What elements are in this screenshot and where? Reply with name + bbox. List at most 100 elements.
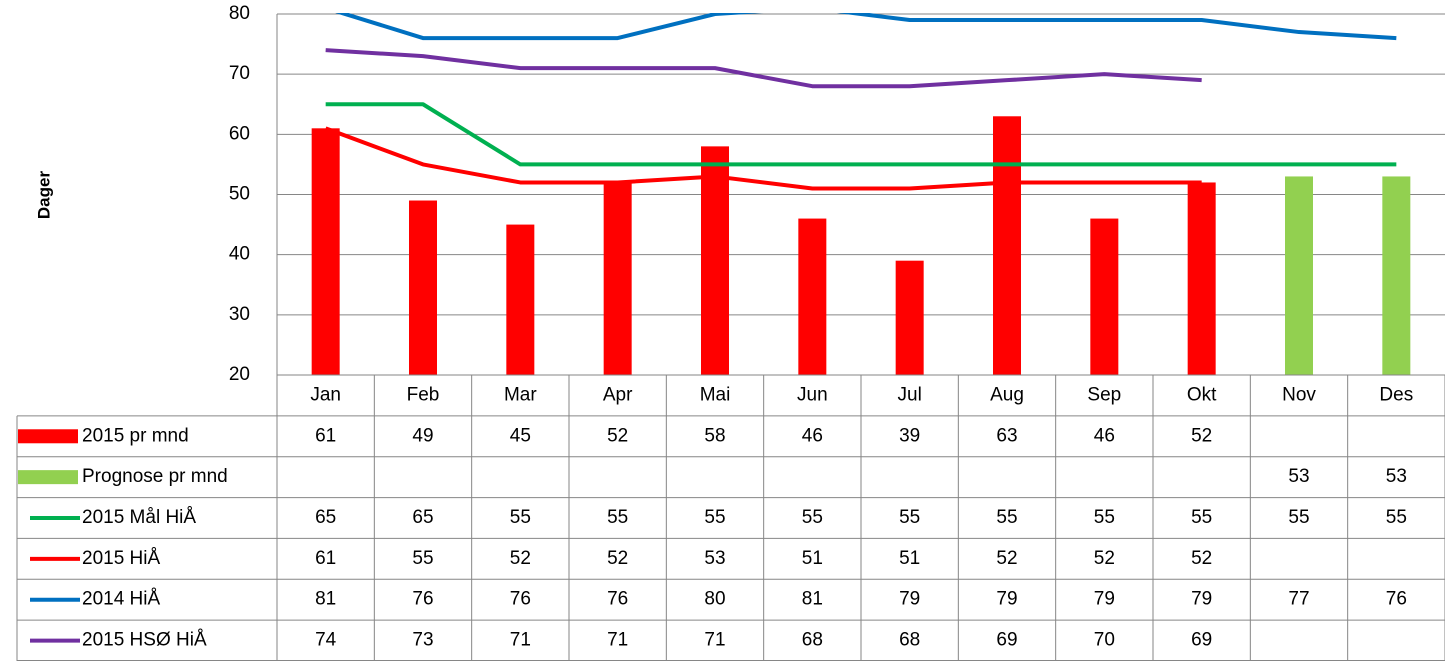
- table-value: 53: [704, 548, 725, 569]
- table-value: 55: [996, 507, 1017, 528]
- bar: [506, 224, 535, 375]
- table-value: 52: [1191, 548, 1212, 569]
- bar: [603, 182, 632, 375]
- table-value: 55: [802, 507, 823, 528]
- x-tick-label: Sep: [1087, 384, 1121, 405]
- table-value: 79: [996, 589, 1017, 610]
- legend-label: 2014 HiÅ: [82, 589, 160, 610]
- x-tick-label: Aug: [990, 384, 1024, 405]
- x-tick-label: Okt: [1187, 384, 1217, 405]
- table-value: 79: [1094, 589, 1115, 610]
- bar: [798, 218, 827, 375]
- legend-label: 2015 HiÅ: [82, 548, 160, 569]
- table-value: 53: [1288, 466, 1309, 487]
- table-value: 55: [412, 548, 433, 569]
- legend-label: 2015 Mål HiÅ: [82, 507, 196, 528]
- table-value: 76: [510, 589, 531, 610]
- bar: [1187, 182, 1216, 375]
- bar: [993, 116, 1021, 376]
- table-value: 53: [1386, 466, 1407, 487]
- table-value: 61: [315, 425, 336, 446]
- table-value: 51: [899, 548, 920, 569]
- table-value: 68: [802, 630, 823, 651]
- table-value: 76: [412, 589, 433, 610]
- table-value: 52: [510, 548, 531, 569]
- table-value: 52: [1191, 425, 1212, 446]
- table-value: 79: [899, 589, 920, 610]
- line: [324, 126, 1202, 191]
- x-tick-label: Mai: [700, 384, 731, 405]
- table-value: 80: [704, 589, 725, 610]
- table-value: 70: [1094, 630, 1115, 651]
- table-value: 77: [1288, 589, 1309, 610]
- table-value: 52: [607, 548, 628, 569]
- table-value: 39: [899, 425, 920, 446]
- table-value: 61: [315, 548, 336, 569]
- table-value: 49: [412, 425, 433, 446]
- table-value: 58: [704, 425, 725, 446]
- table-value: 46: [802, 425, 823, 446]
- y-tick-label: 80: [229, 3, 250, 24]
- table-value: 71: [607, 630, 628, 651]
- legend-key: [18, 470, 78, 485]
- table-value: 55: [1288, 507, 1309, 528]
- x-tick-label: Des: [1379, 384, 1413, 405]
- table-value: 55: [899, 507, 920, 528]
- y-tick-label: 30: [229, 304, 250, 325]
- table-value: 52: [607, 425, 628, 446]
- table-value: 55: [607, 507, 628, 528]
- y-tick-label: 50: [229, 184, 250, 205]
- bar: [701, 146, 729, 375]
- table-value: 63: [996, 425, 1017, 446]
- y-tick-label: 70: [229, 63, 250, 84]
- x-tick-label: Apr: [603, 384, 633, 405]
- x-tick-label: Jan: [310, 384, 341, 405]
- bar: [1090, 218, 1119, 375]
- x-tick-label: Feb: [407, 384, 440, 405]
- table-value: 45: [510, 425, 531, 446]
- table-value: 68: [899, 630, 920, 651]
- table-value: 69: [996, 630, 1017, 651]
- table-value: 55: [704, 507, 725, 528]
- x-tick-label: Nov: [1282, 384, 1316, 405]
- x-tick-label: Jun: [797, 384, 828, 405]
- line: [325, 102, 1397, 167]
- x-tick-label: Mar: [504, 384, 537, 405]
- table-value: 73: [412, 630, 433, 651]
- line: [335, 13, 1397, 41]
- y-tick-label: 60: [229, 123, 250, 144]
- table-value: 51: [802, 548, 823, 569]
- table-value: 55: [1386, 507, 1407, 528]
- table-value: 65: [412, 507, 433, 528]
- legend-key: [18, 429, 78, 444]
- legend-label: 2015 HSØ HiÅ: [82, 630, 207, 651]
- table-value: 65: [315, 507, 336, 528]
- table-value: 52: [1094, 548, 1115, 569]
- table-value: 71: [704, 630, 725, 651]
- table-value: 69: [1191, 630, 1212, 651]
- bar: [1382, 176, 1411, 375]
- legend-label: Prognose pr mnd: [82, 466, 228, 487]
- table-value: 79: [1191, 589, 1212, 610]
- bar: [1285, 176, 1313, 375]
- table-value: 55: [1094, 507, 1115, 528]
- table-value: 74: [315, 630, 337, 651]
- table-value: 55: [1191, 507, 1212, 528]
- line: [325, 48, 1202, 89]
- table-value: 71: [510, 630, 531, 651]
- x-tick-label: Jul: [898, 384, 922, 405]
- table-value: 55: [510, 507, 531, 528]
- table-value: 81: [315, 589, 336, 610]
- table-value: 76: [1386, 589, 1407, 610]
- table-value: 52: [996, 548, 1017, 569]
- table-value: 81: [802, 589, 823, 610]
- y-axis-label: Dager: [34, 171, 53, 220]
- bar: [895, 260, 924, 375]
- table-value: 46: [1094, 425, 1115, 446]
- table-value: 76: [607, 589, 628, 610]
- legend-label: 2015 pr mnd: [82, 425, 189, 446]
- y-tick-label: 40: [229, 244, 250, 265]
- y-tick-label: 20: [229, 364, 250, 385]
- bar: [409, 200, 437, 375]
